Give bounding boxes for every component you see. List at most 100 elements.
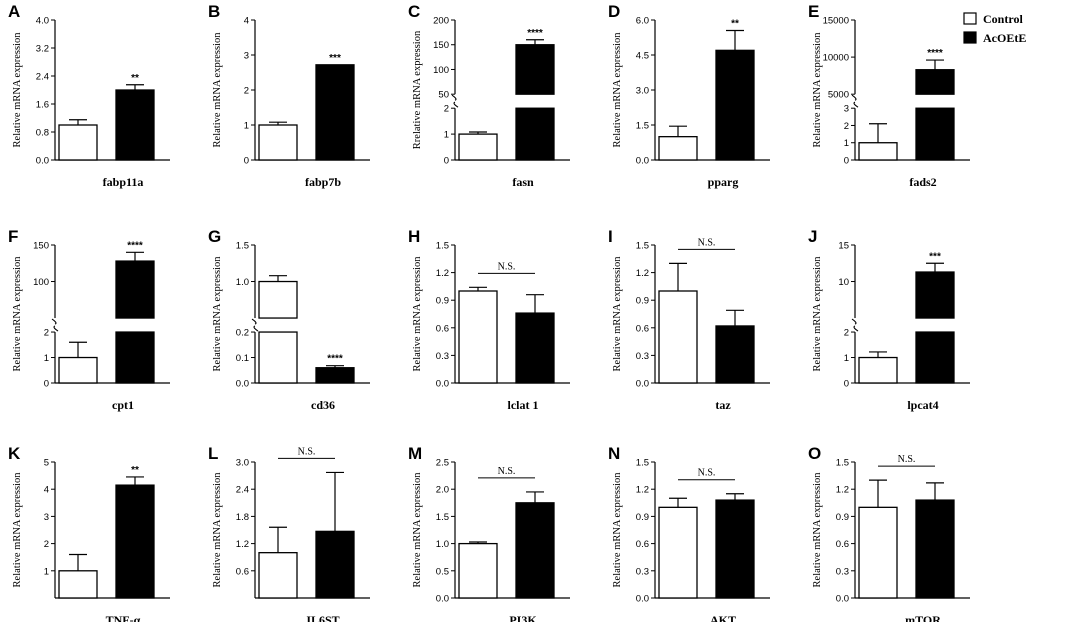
panel-n-tick-label: 0.3 [636,566,649,577]
panel-m-tick-label: 2.5 [436,458,449,469]
panel-j-significance: *** [929,251,941,262]
panel-n-tick-label: 0.9 [636,512,649,523]
panel-k-gene-label: TNF-α [106,613,141,622]
panel-l-tick-label: 1.2 [236,539,249,550]
panel-c-tick-label: 150 [433,40,449,51]
panel-g-bar-acoete [315,367,355,384]
panel-i-y-axis-label: Relative mRNA expression [612,256,623,372]
panel-e-letter: E [808,2,819,21]
panel-g-bar-control [258,280,298,319]
panel-k-bar-acoete [115,484,155,599]
panel-d-tick-label: 1.5 [636,121,649,132]
panel-a-tick-label: 3.2 [36,44,49,55]
panel-b-tick-label: 4 [244,16,249,27]
panel-k-tick-label: 5 [44,458,49,469]
panel-l-tick-label: 2.4 [236,485,249,496]
panel-e-tick-label: 10000 [823,53,849,64]
panel-d-letter: D [608,2,620,21]
panel-b-bar-control [258,124,298,161]
panel-l-significance: N.S. [298,446,316,457]
legend-control-label: Control [983,12,1023,26]
panel-i-gene-label: taz [715,398,731,412]
panel-o-tick-label: 1.2 [836,485,849,496]
panel-j-tick-label: 0 [844,379,849,390]
legend-control-swatch [963,12,977,25]
panel-c-gene-label: fasn [512,175,534,189]
panel-k: K TNF-α Relative mRNA expression 1 2 3 4 5 ** [8,444,170,622]
panel-k-tick-label: 2 [44,539,49,550]
panel-k-tick-label: 4 [44,485,49,496]
panel-n-bar-acoete [715,499,755,599]
panel-n-bar-control [658,506,698,599]
panel-n-significance: N.S. [698,468,716,479]
panel-d-bar-acoete [715,49,755,161]
panel-d-y-axis-label: Relative mRNA expression [612,32,623,148]
panel-h-gene-label: lclat 1 [508,398,539,412]
panel-j-tick-label: 1 [844,353,849,364]
panel-l: L IL6ST Relative mRNA expression 0.6 1.2 1.8 2… [208,444,370,622]
panel-k-bar-control [58,570,98,599]
panel-m-bar-acoete [515,502,555,599]
panel-f-tick-label: 150 [33,241,49,252]
panel-g-bar-control-lower [258,331,298,384]
panel-n-tick-label: 0.0 [636,594,649,605]
panel-c-letter: C [408,2,420,21]
panel-j-axis-break-top [851,318,857,325]
panel-d-tick-label: 0.0 [636,156,649,167]
panel-f-tick-label: 1 [44,353,49,364]
panel-c-bar-acoete-lower [515,107,555,161]
panel-f-letter: F [8,227,18,246]
panel-m-tick-label: 0.5 [436,566,449,577]
panel-b-letter: B [208,2,220,21]
panel-m-tick-label: 1.5 [436,512,449,523]
panel-e-tick-label: 3 [844,104,849,115]
panel-k-significance: ** [131,465,139,476]
panel-f-axis-break-top [51,318,57,325]
panel-j-axis-break-bottom [853,325,859,332]
panel-n-tick-label: 0.6 [636,539,649,550]
panel-g-significance: **** [327,354,343,365]
panel-b-bar-acoete [315,64,355,161]
panel-f-significance: **** [127,240,143,251]
panel-n-y-axis-label: Relative mRNA expression [612,472,623,588]
panel-c-tick-label: 50 [438,90,449,101]
panel-h-y-axis-label: Relative mRNA expression [412,256,423,372]
panel-i-tick-label: 1.2 [636,268,649,279]
legend: Control AcOEtE [963,12,1026,45]
panel-i-bar-control [658,290,698,384]
panel-g-tick-label: 1.5 [236,241,249,252]
panel-e-tick-label: 2 [844,121,849,132]
panel-e-tick-label: 15000 [823,16,849,27]
panel-j-tick-label: 10 [838,277,849,288]
panel-a-y-axis-label: Relative mRNA expression [12,32,23,148]
panel-d-tick-label: 4.5 [636,51,649,62]
panel-e-y-axis-label: Relative mRNA expression [812,32,823,148]
panel-e-bar-control [858,142,898,161]
panel-a-tick-label: 2.4 [36,72,49,83]
panel-m-bar-control [458,542,498,599]
panel-o-gene-label: mTOR [905,613,941,622]
panel-f-axis-break-bottom [53,325,59,332]
panel-c-significance: **** [527,28,543,39]
panel-g-axis-break-top [251,318,257,325]
legend-acoete-label: AcOEtE [983,31,1026,45]
panel-e-tick-label: 0 [844,156,849,167]
panel-c-axis-break-bottom [453,101,459,108]
panel-g-axis-break-bottom [253,325,259,332]
panel-g-tick-label: 0.1 [236,353,249,364]
panel-c-y-axis-label: Rrelative mRNA expression [412,30,423,149]
panel-i-significance: N.S. [698,237,716,248]
panel-j-bar-acoete-lower [915,331,955,384]
panel-o-y-axis-label: Relative mRNA expression [812,472,823,588]
panel-a-tick-label: 0.0 [36,156,49,167]
panel-n-tick-label: 1.5 [636,458,649,469]
panel-h-tick-label: 1.2 [436,268,449,279]
panel-i-tick-label: 0.3 [636,351,649,362]
panel-d-tick-label: 3.0 [636,86,649,97]
panel-m-tick-label: 1.0 [436,539,449,550]
panel-i-letter: I [608,227,613,246]
panel-e-axis-break-top [851,94,857,101]
